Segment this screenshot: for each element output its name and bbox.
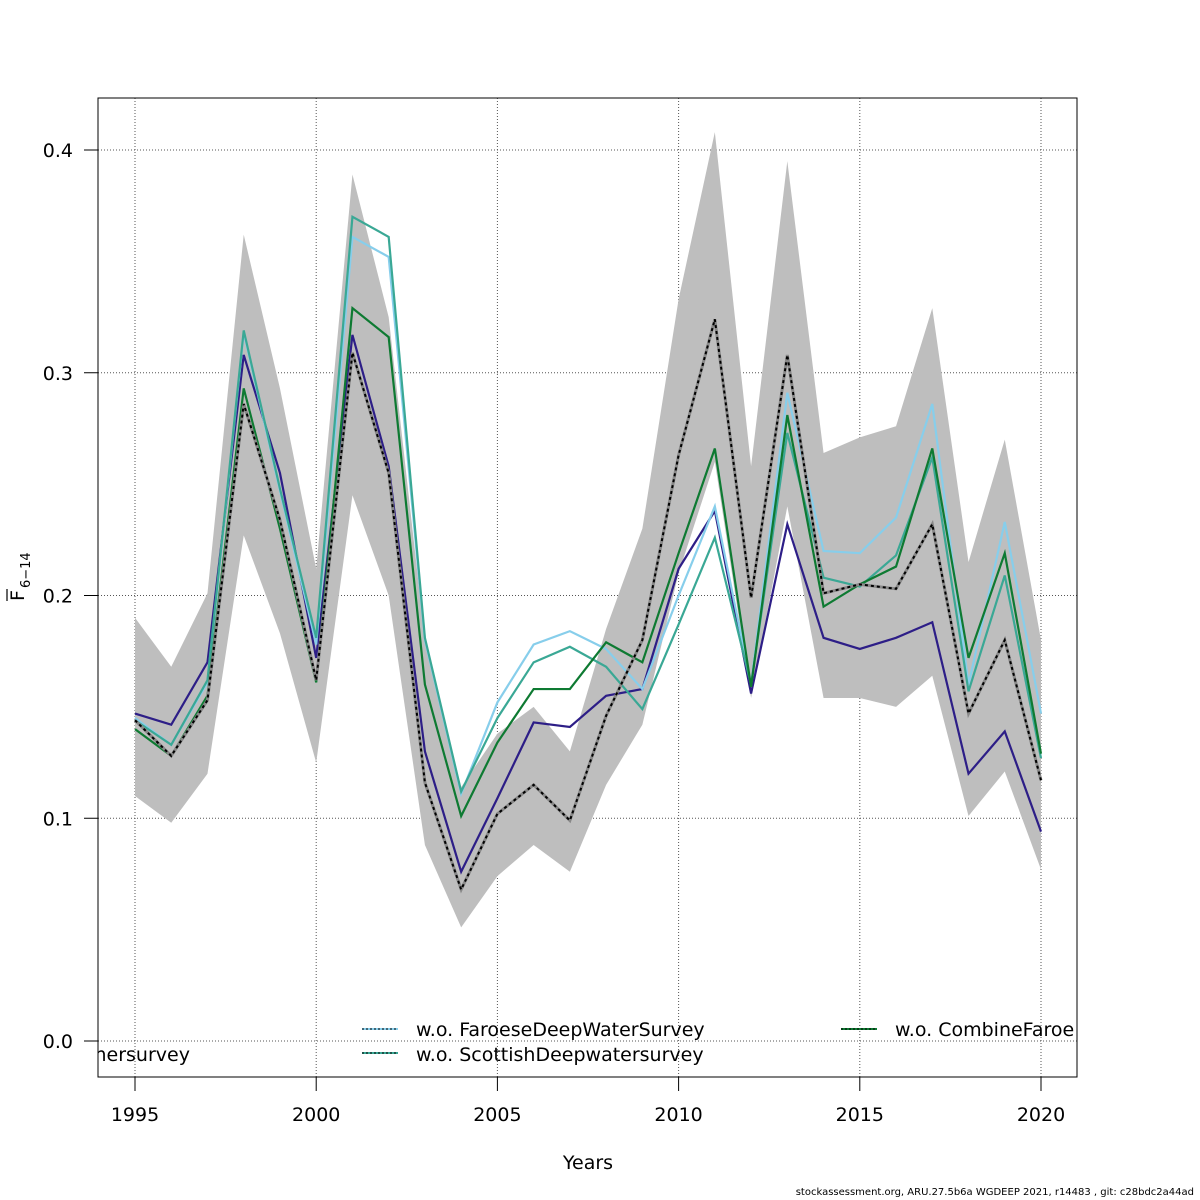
y-tick-label: 0.4	[43, 140, 73, 162]
series-line-w-o-combinefaroe	[134, 306, 1043, 820]
y-tick-label: 0.3	[43, 363, 73, 385]
x-axis-title: Years	[562, 1152, 613, 1174]
legend: mersurvey w.o. FaroeseDeepWaterSurvey w.…	[88, 1019, 1074, 1066]
legend-entry: w.o. CombineFaroe	[841, 1019, 1074, 1041]
y-axis-title-main: F	[7, 590, 29, 601]
x-tick-label: 1995	[111, 1104, 159, 1126]
series-line-w-o-summersurvey	[134, 334, 1043, 875]
series-lines	[133, 215, 1043, 894]
x-tick-label: 2015	[836, 1104, 884, 1126]
y-axis: 0.0 0.1 0.2 0.3 0.4	[43, 140, 98, 1053]
series-line-w-o-scottishdeepwatersurvey	[134, 215, 1043, 795]
legend-label: w.o. ScottishDeepwatersurvey	[416, 1044, 704, 1066]
confidence-band	[135, 132, 1041, 928]
x-tick-label: 2010	[654, 1104, 702, 1126]
legend-entry: w.o. ScottishDeepwatersurvey	[362, 1044, 704, 1066]
y-tick-label: 0.2	[43, 586, 73, 608]
y-axis-title-sub: 6−14	[19, 552, 34, 588]
footer-credit: stockassessment.org, ARU.27.5b6a WGDEEP …	[795, 1187, 1194, 1198]
x-tick-label: 2000	[292, 1104, 340, 1126]
y-tick-label: 0.0	[43, 1031, 73, 1053]
series-line-base-run	[134, 319, 1042, 893]
legend-label: mersurvey	[88, 1044, 190, 1066]
legend-entry: mersurvey	[88, 1044, 190, 1066]
y-tick-label: 0.1	[43, 808, 73, 830]
x-tick-label: 2020	[1017, 1104, 1065, 1126]
legend-entry: w.o. FaroeseDeepWaterSurvey	[362, 1019, 705, 1041]
plot-frame	[97, 97, 1078, 1078]
confidence-band-area	[135, 132, 1041, 928]
x-axis: 1995 2000 2005 2010 2015 2020	[111, 1077, 1065, 1126]
y-axis-title: F 6−14	[6, 552, 34, 601]
legend-label: w.o. FaroeseDeepWaterSurvey	[416, 1019, 705, 1041]
x-tick-label: 2005	[473, 1104, 521, 1126]
legend-label: w.o. CombineFaroe	[895, 1019, 1074, 1041]
